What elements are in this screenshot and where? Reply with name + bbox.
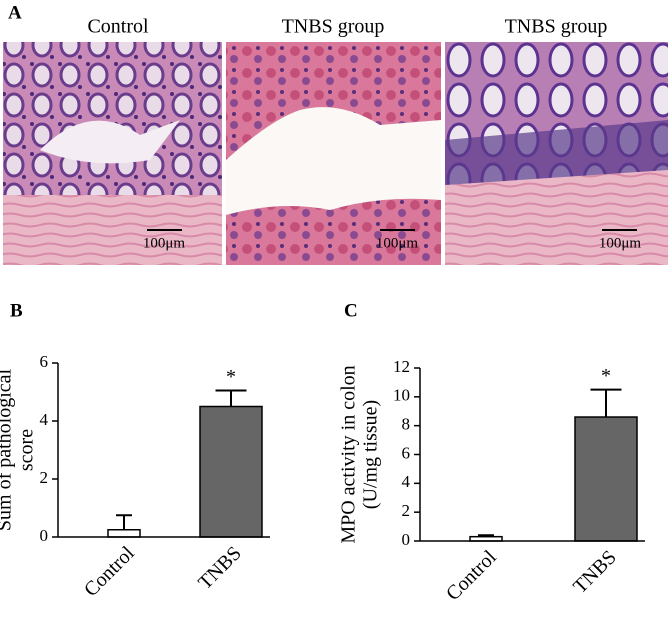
y-tick-label: 12 — [393, 357, 410, 376]
image-title: Control — [87, 16, 149, 38]
y-axis-label: MPO activity in colon — [338, 365, 360, 543]
bar — [199, 405, 263, 538]
panel-label: A — [8, 2, 22, 23]
x-tick-label: TNBS — [194, 542, 246, 594]
x-tick-label: TNBS — [569, 546, 621, 598]
scale-bar-label: 100μm — [143, 235, 186, 251]
y-tick-label: 6 — [40, 352, 49, 371]
x-tick-label: Control — [80, 542, 139, 601]
y-tick-label: 0 — [40, 526, 49, 545]
y-tick-label: 4 — [402, 472, 411, 491]
y-tick-label: 4 — [40, 410, 49, 429]
y-tick-label: 0 — [402, 530, 411, 549]
panel-label: B — [10, 300, 23, 321]
bar — [107, 529, 141, 538]
y-axis-label: (U/mg tissue) — [360, 400, 382, 509]
image-title: TNBS group — [505, 16, 608, 38]
annotation: * — [601, 365, 611, 387]
bar — [574, 416, 638, 542]
x-tick-label: Control — [442, 546, 501, 605]
micrograph: 100μm — [226, 42, 441, 265]
panel-label: C — [344, 300, 358, 321]
y-tick-label: 2 — [402, 501, 411, 520]
y-axis-label: Sum of pathological — [0, 368, 16, 531]
scale-bar-label: 100μm — [599, 235, 642, 251]
y-tick-label: 2 — [40, 468, 49, 487]
micrograph: 100μm — [445, 42, 668, 265]
y-axis-label: score — [16, 429, 38, 471]
y-tick-label: 8 — [402, 415, 411, 434]
annotation: * — [226, 366, 236, 388]
y-tick-label: 6 — [402, 443, 411, 462]
y-tick-label: 10 — [393, 386, 410, 405]
scale-bar-label: 100μm — [376, 235, 419, 251]
image-title: TNBS group — [282, 16, 385, 38]
micrograph: 100μm — [3, 42, 222, 265]
